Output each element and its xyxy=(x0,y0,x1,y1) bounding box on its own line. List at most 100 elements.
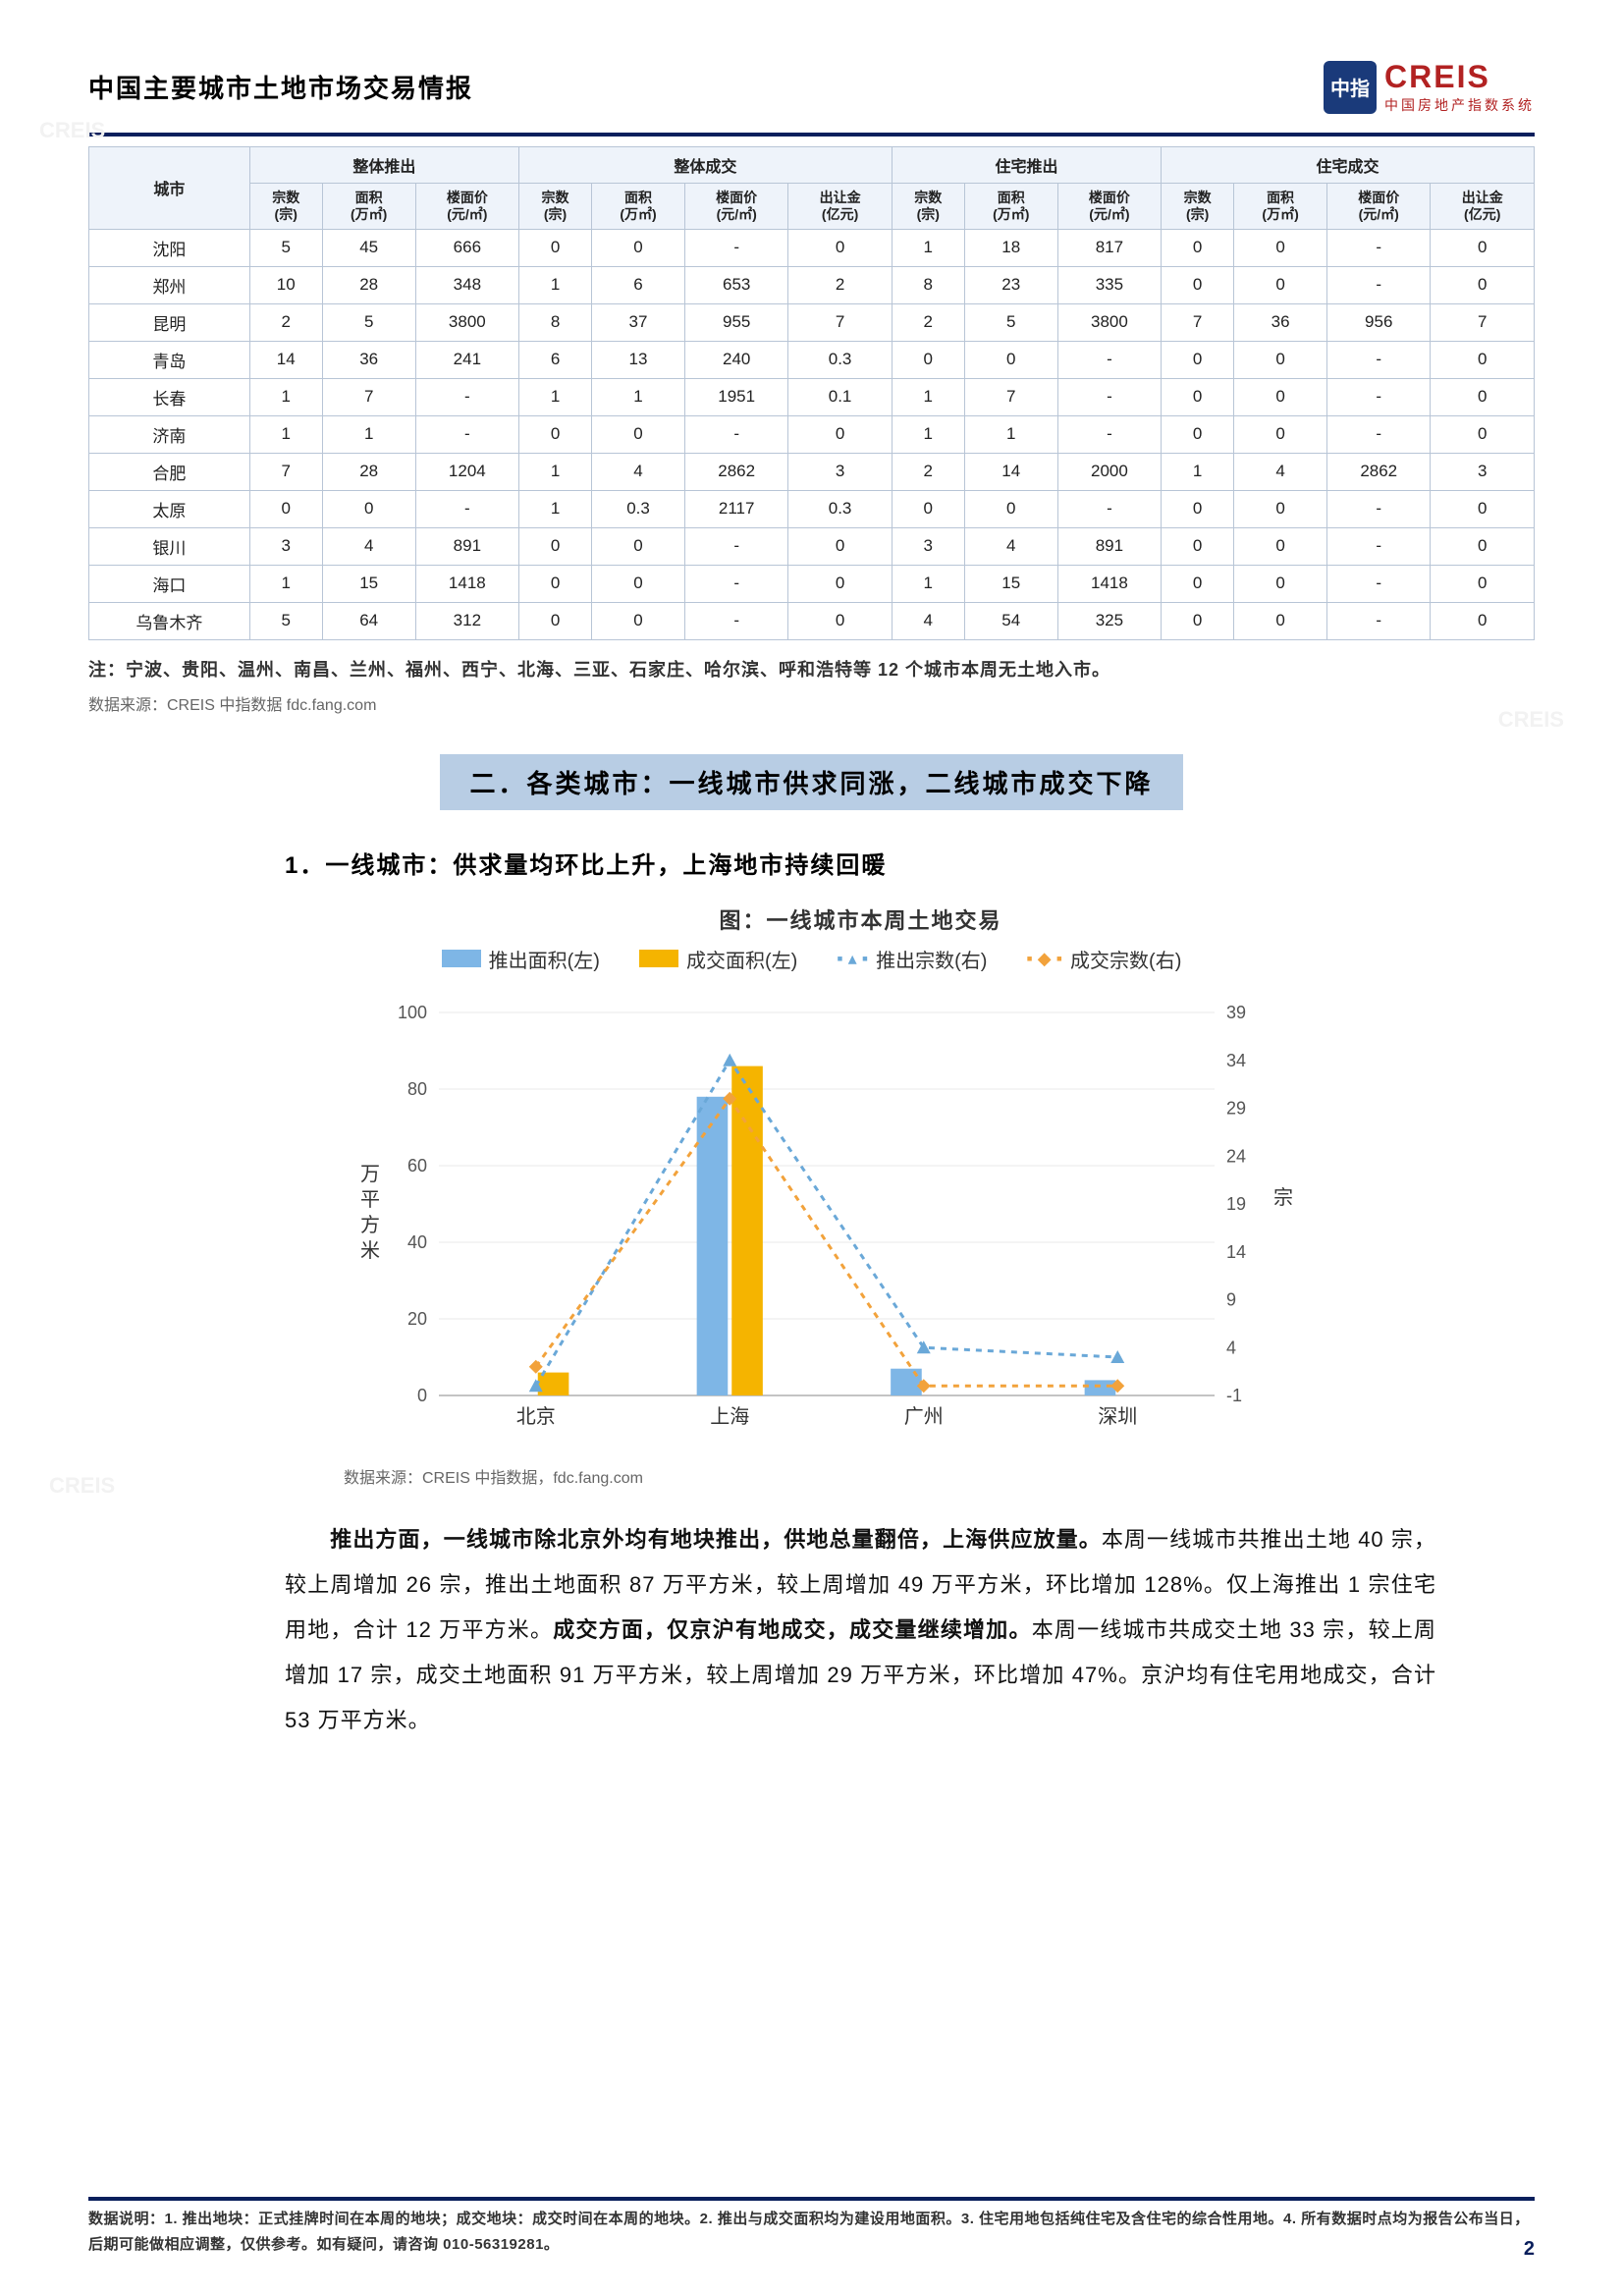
svg-text:14: 14 xyxy=(1226,1241,1246,1261)
table-cell: 1 xyxy=(249,415,322,453)
table-subheader: 楼面价(元/㎡) xyxy=(684,184,787,230)
table-cell: - xyxy=(1327,341,1431,378)
watermark: CREIS xyxy=(49,1473,115,1499)
table-cell: 0.1 xyxy=(788,378,892,415)
table-cell: 2862 xyxy=(1327,453,1431,490)
table-subheader: 面积(万㎡) xyxy=(322,184,415,230)
table-cell: 1 xyxy=(249,378,322,415)
table-cell: 0 xyxy=(1162,378,1234,415)
table-cell: 海口 xyxy=(89,565,250,602)
table-cell: 0 xyxy=(519,229,592,266)
table-cell: 7 xyxy=(1162,303,1234,341)
table-cell: 7 xyxy=(788,303,892,341)
table-cell: 昆明 xyxy=(89,303,250,341)
table-cell: 0 xyxy=(1162,341,1234,378)
table-cell: - xyxy=(684,229,787,266)
table-cell: 0 xyxy=(788,527,892,565)
table-cell: 1 xyxy=(964,415,1057,453)
table-cell: 4 xyxy=(322,527,415,565)
page-number: 2 xyxy=(1524,2238,1535,2261)
table-cell: - xyxy=(1057,415,1161,453)
table-cell: 15 xyxy=(322,565,415,602)
table-cell: 5 xyxy=(322,303,415,341)
table-cell: 0 xyxy=(892,490,964,527)
table-cell: 1418 xyxy=(415,565,518,602)
table-cell: 2 xyxy=(892,453,964,490)
legend-bar1: 推出面积(左) xyxy=(489,945,600,973)
svg-text:4: 4 xyxy=(1226,1338,1236,1357)
svg-text:方: 方 xyxy=(360,1214,380,1236)
table-cell: 1951 xyxy=(684,378,787,415)
table-cell: 0 xyxy=(1234,527,1327,565)
table-cell: 5 xyxy=(249,602,322,639)
table-cell: 0 xyxy=(1431,415,1535,453)
table-row: 沈阳54566600-011881700-0 xyxy=(89,229,1535,266)
table-cell: 0 xyxy=(1162,266,1234,303)
table-cell: 3800 xyxy=(1057,303,1161,341)
table-row: 昆明25380083795572538007369567 xyxy=(89,303,1535,341)
grp-zzt: 住宅推出 xyxy=(892,147,1161,184)
svg-text:宗: 宗 xyxy=(1273,1186,1293,1209)
table-cell: 14 xyxy=(249,341,322,378)
table-cell: 348 xyxy=(415,266,518,303)
svg-text:万: 万 xyxy=(360,1164,380,1185)
table-cell: - xyxy=(1327,490,1431,527)
table-cell: 2 xyxy=(788,266,892,303)
table-cell: 0 xyxy=(519,527,592,565)
table-subheader: 楼面价(元/㎡) xyxy=(1327,184,1431,230)
table-cell: - xyxy=(1057,490,1161,527)
report-title: 中国主要城市土地市场交易情报 xyxy=(88,69,473,105)
grp-zt: 整体推出 xyxy=(249,147,518,184)
table-cell: 太原 xyxy=(89,490,250,527)
section-2-sub1: 1．一线城市：供求量均环比上升，上海地市持续回暖 xyxy=(285,846,1535,880)
table-cell: 0 xyxy=(249,490,322,527)
svg-text:34: 34 xyxy=(1226,1050,1246,1069)
table-cell: 1 xyxy=(519,266,592,303)
table-row: 长春17-1119510.117-00-0 xyxy=(89,378,1535,415)
table-cell: 0 xyxy=(1431,602,1535,639)
table-cell: 3 xyxy=(788,453,892,490)
table-cell: 银川 xyxy=(89,527,250,565)
table-cell: - xyxy=(684,527,787,565)
table-cell: - xyxy=(415,415,518,453)
logo-main: CREIS xyxy=(1384,59,1535,95)
svg-text:-1: -1 xyxy=(1226,1386,1242,1405)
table-cell: - xyxy=(1057,378,1161,415)
logo-sub: 中国房地产指数系统 xyxy=(1384,95,1535,115)
table-cell: 4 xyxy=(964,527,1057,565)
table-cell: 0 xyxy=(1431,266,1535,303)
svg-text:平: 平 xyxy=(360,1189,380,1211)
grp-zc: 整体成交 xyxy=(519,147,893,184)
table-cell: 0 xyxy=(1234,378,1327,415)
table-cell: 45 xyxy=(322,229,415,266)
table-cell: 0 xyxy=(1234,341,1327,378)
table-cell: - xyxy=(1327,266,1431,303)
table-subheader: 楼面价(元/㎡) xyxy=(415,184,518,230)
svg-text:29: 29 xyxy=(1226,1098,1246,1118)
table-cell: 23 xyxy=(964,266,1057,303)
table-cell: 沈阳 xyxy=(89,229,250,266)
table-cell: - xyxy=(684,602,787,639)
svg-text:100: 100 xyxy=(397,1003,426,1022)
table-cell: 4 xyxy=(1234,453,1327,490)
table-cell: 7 xyxy=(964,378,1057,415)
table-cell: 64 xyxy=(322,602,415,639)
table-cell: 15 xyxy=(964,565,1057,602)
table-cell: 0 xyxy=(592,229,685,266)
table-cell: 335 xyxy=(1057,266,1161,303)
table-cell: 1204 xyxy=(415,453,518,490)
svg-text:60: 60 xyxy=(406,1156,426,1175)
table-cell: 5 xyxy=(249,229,322,266)
table-cell: 1 xyxy=(892,229,964,266)
table-cell: 28 xyxy=(322,266,415,303)
page-footer: 数据说明：1. 推出地块：正式挂牌时间在本周的地块；成交地块：成交时间在本周的地… xyxy=(88,2197,1535,2257)
table-cell: - xyxy=(1327,415,1431,453)
table-cell: 891 xyxy=(1057,527,1161,565)
table-cell: 240 xyxy=(684,341,787,378)
svg-text:0: 0 xyxy=(416,1386,426,1405)
table-cell: 3 xyxy=(892,527,964,565)
table-cell: 济南 xyxy=(89,415,250,453)
table-cell: 0.3 xyxy=(788,341,892,378)
table-cell: - xyxy=(415,490,518,527)
table-cell: 0.3 xyxy=(788,490,892,527)
